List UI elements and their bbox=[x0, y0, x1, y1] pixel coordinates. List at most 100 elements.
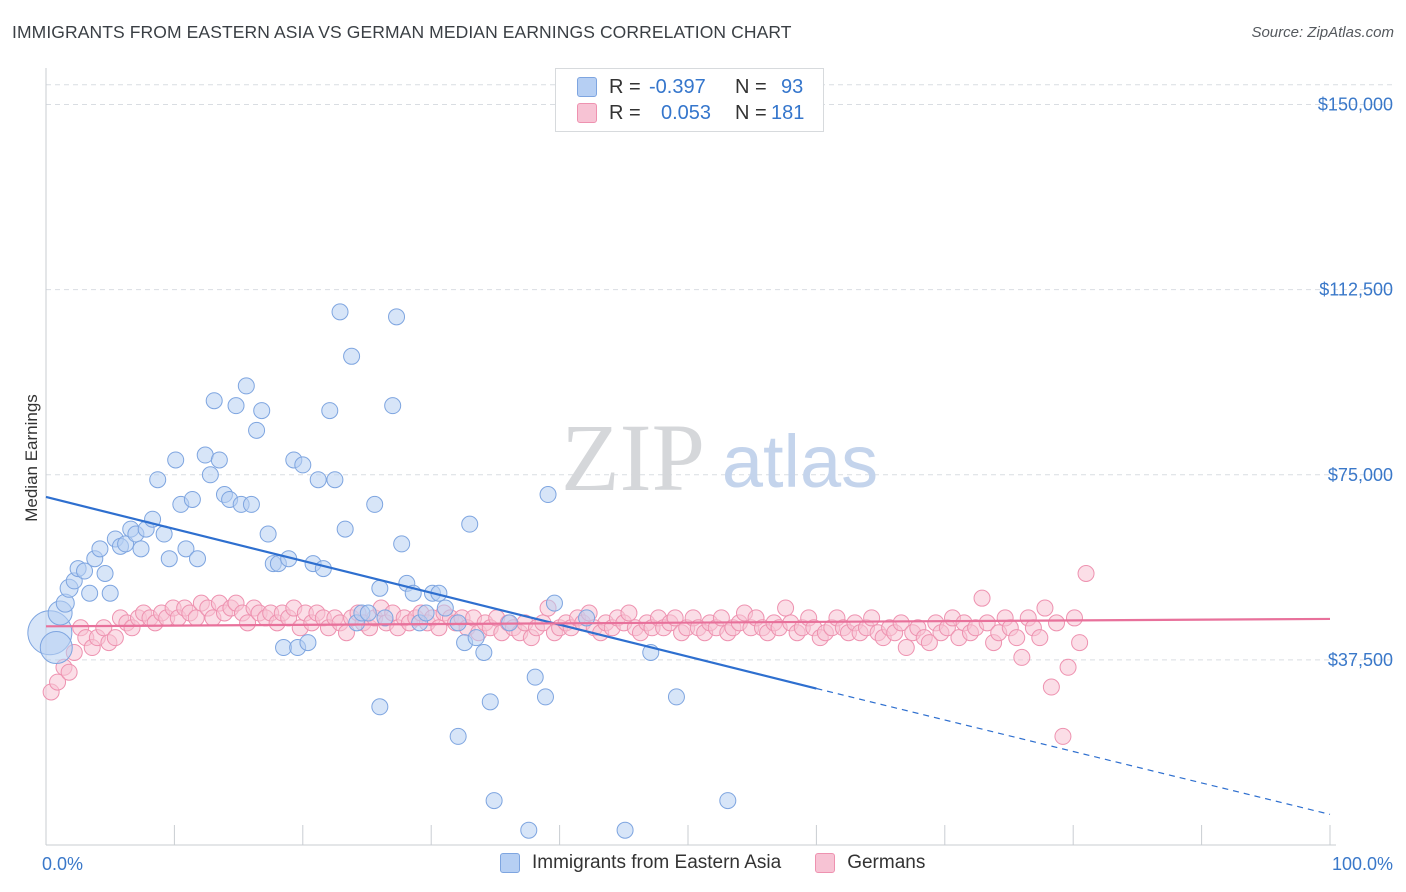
germans-point bbox=[1065, 609, 1083, 627]
watermark-atlas: atlas bbox=[722, 420, 878, 503]
eastern-asia-point bbox=[336, 520, 354, 538]
y-tick-labels: $37,500 $75,000 $112,500 $150,000 bbox=[1318, 95, 1393, 670]
eastern-asia-point bbox=[91, 540, 109, 558]
eastern-asia-point bbox=[331, 303, 349, 321]
legend-label: Immigrants from Eastern Asia bbox=[532, 852, 782, 873]
pink-swatch-icon bbox=[815, 853, 836, 873]
chart-title: IMMIGRANTS FROM EASTERN ASIA VS GERMAN M… bbox=[12, 22, 792, 42]
eastern-asia-point bbox=[461, 515, 479, 533]
germans-point bbox=[973, 589, 991, 607]
eastern-asia-point bbox=[39, 631, 73, 665]
blue-swatch-icon bbox=[500, 853, 520, 873]
germans-point bbox=[897, 639, 915, 657]
eastern-asia-point bbox=[275, 639, 293, 657]
eastern-asia-point bbox=[132, 540, 150, 558]
x-tick-label: 100.0% bbox=[1332, 854, 1393, 874]
eastern-asia-point bbox=[520, 821, 538, 839]
watermark-zip: ZIP bbox=[561, 404, 705, 511]
germans-point bbox=[920, 634, 938, 652]
eastern-asia-point bbox=[309, 471, 327, 489]
eastern-asia-point bbox=[539, 486, 557, 504]
legend-item-eastern-asia[interactable]: Immigrants from Eastern Asia bbox=[500, 852, 781, 874]
eastern-asia-point bbox=[321, 402, 339, 420]
germans-point bbox=[1036, 599, 1054, 617]
germans-point bbox=[978, 614, 996, 632]
eastern-asia-point bbox=[376, 609, 394, 627]
gridlines bbox=[46, 84, 1395, 661]
y-tick-label: $75,000 bbox=[1328, 465, 1393, 485]
germans-point bbox=[1071, 634, 1089, 652]
eastern-asia-point bbox=[384, 397, 402, 415]
legend-row-germans: R = 0.053 N = 181 bbox=[577, 100, 804, 126]
eastern-asia-point bbox=[294, 456, 312, 474]
eastern-asia-point bbox=[393, 535, 411, 553]
y-tick-label: $150,000 bbox=[1318, 95, 1393, 115]
pink-swatch-icon bbox=[577, 103, 597, 123]
eastern-asia-point bbox=[366, 495, 384, 513]
germans-point bbox=[1008, 629, 1026, 647]
n-label: N = bbox=[735, 101, 767, 124]
germans-point bbox=[106, 629, 124, 647]
watermark: ZIP atlas bbox=[561, 404, 878, 511]
eastern-asia-point bbox=[196, 446, 214, 464]
x-tick-labels: 0.0% 100.0% bbox=[42, 854, 1393, 874]
eastern-asia-point bbox=[81, 584, 99, 602]
germans-point bbox=[1031, 629, 1049, 647]
legend-row-eastern-asia: R = -0.397 N = 93 bbox=[577, 74, 803, 100]
axes bbox=[45, 68, 1336, 846]
germans-point bbox=[863, 609, 881, 627]
eastern-asia-point bbox=[227, 397, 245, 415]
eastern-asia-point bbox=[183, 490, 201, 508]
eastern-asia-point bbox=[719, 792, 737, 810]
n-value: 93 bbox=[781, 75, 804, 98]
eastern-asia-point bbox=[248, 421, 266, 439]
germans-point bbox=[49, 673, 67, 691]
eastern-asia-point bbox=[485, 792, 503, 810]
y-axis-label: Median Earnings bbox=[22, 394, 41, 522]
eastern-asia-points bbox=[27, 303, 737, 839]
eastern-asia-point bbox=[210, 451, 228, 469]
eastern-asia-point bbox=[481, 693, 499, 711]
r-label: R = bbox=[609, 101, 641, 124]
eastern-asia-point bbox=[449, 727, 467, 745]
eastern-asia-point bbox=[201, 466, 219, 484]
correlation-legend: R = -0.397 N = 93 R = 0.053 N = 181 bbox=[555, 68, 824, 132]
eastern-asia-point bbox=[205, 392, 223, 410]
trend-lines bbox=[45, 495, 1331, 815]
source-label: Source: ZipAtlas.com bbox=[1251, 24, 1394, 41]
eastern-asia-point bbox=[371, 579, 389, 597]
eastern-asia-point bbox=[253, 402, 271, 420]
eastern-asia-point bbox=[417, 604, 435, 622]
eastern-asia-point bbox=[388, 308, 406, 326]
eastern-asia-point bbox=[326, 471, 344, 489]
germans-point bbox=[1054, 727, 1072, 745]
eastern-asia-point bbox=[545, 594, 563, 612]
blue-swatch-icon bbox=[577, 77, 597, 97]
eastern-asia-point bbox=[667, 688, 685, 706]
legend-label: Germans bbox=[847, 852, 926, 873]
eastern-asia-point bbox=[616, 821, 634, 839]
n-label: N = bbox=[735, 75, 767, 98]
y-tick-label: $37,500 bbox=[1328, 650, 1393, 670]
r-value: 0.053 bbox=[661, 101, 712, 124]
eastern-asia-point bbox=[314, 560, 332, 578]
eastern-asia-point bbox=[177, 540, 195, 558]
eastern-asia-point bbox=[475, 643, 493, 661]
eastern-asia-point bbox=[343, 347, 361, 365]
germans-point bbox=[777, 599, 795, 617]
eastern-asia-trend-extension bbox=[816, 687, 1331, 815]
germans-point bbox=[1059, 658, 1077, 676]
x-tick-label: 0.0% bbox=[42, 854, 83, 874]
eastern-asia-point bbox=[359, 604, 377, 622]
n-value: 181 bbox=[771, 101, 805, 124]
eastern-asia-point bbox=[189, 550, 207, 568]
eastern-asia-point bbox=[299, 634, 317, 652]
eastern-asia-point bbox=[237, 377, 255, 395]
germans-point bbox=[1013, 648, 1031, 666]
eastern-asia-point bbox=[160, 550, 178, 568]
eastern-asia-point bbox=[96, 565, 114, 583]
eastern-asia-trend-line bbox=[45, 495, 817, 690]
germans-point bbox=[620, 604, 638, 622]
germans-point bbox=[60, 663, 78, 681]
legend-item-germans[interactable]: Germans bbox=[815, 852, 925, 874]
